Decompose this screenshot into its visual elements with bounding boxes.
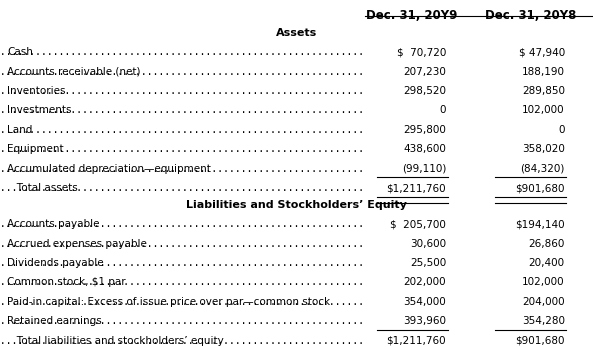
Text: $  205,700: $ 205,700 (390, 219, 446, 229)
Text: Accounts payable: Accounts payable (7, 219, 100, 229)
Text: 438,600: 438,600 (403, 144, 446, 154)
Text: $ 47,940: $ 47,940 (519, 47, 565, 57)
Text: ................................................................................: ........................................… (0, 105, 365, 116)
Text: ................................................................................: ........................................… (0, 316, 365, 326)
Text: 26,860: 26,860 (528, 239, 565, 248)
Text: ................................................................................: ........................................… (0, 297, 365, 307)
Text: ................................................................................: ........................................… (0, 67, 365, 77)
Text: 298,520: 298,520 (403, 86, 446, 96)
Text: Paid-in capital: Excess of issue price over par—common stock: Paid-in capital: Excess of issue price o… (7, 297, 330, 307)
Text: ................................................................................: ........................................… (0, 278, 365, 287)
Text: Assets: Assets (276, 28, 317, 38)
Text: 25,500: 25,500 (410, 258, 446, 268)
Text: Equipment: Equipment (7, 144, 63, 154)
Text: 393,960: 393,960 (403, 316, 446, 326)
Text: Liabilities and Stockholders’ Equity: Liabilities and Stockholders’ Equity (186, 200, 407, 210)
Text: ................................................................................: ........................................… (0, 86, 365, 96)
Text: 295,800: 295,800 (403, 125, 446, 135)
Text: Total liabilities and stockholders’ equity: Total liabilities and stockholders’ equi… (7, 336, 224, 346)
Text: (84,320): (84,320) (521, 164, 565, 174)
Text: Investments: Investments (7, 105, 72, 116)
Text: 188,190: 188,190 (522, 67, 565, 77)
Text: 0: 0 (559, 125, 565, 135)
Text: $  70,720: $ 70,720 (397, 47, 446, 57)
Text: $1,211,760: $1,211,760 (387, 183, 446, 193)
Text: Retained earnings: Retained earnings (7, 316, 102, 326)
Text: 102,000: 102,000 (522, 278, 565, 287)
Text: (99,110): (99,110) (402, 164, 446, 174)
Text: 289,850: 289,850 (522, 86, 565, 96)
Text: ................................................................................: ........................................… (0, 125, 365, 135)
Text: ................................................................................: ........................................… (0, 258, 365, 268)
Text: ................................................................................: ........................................… (0, 144, 365, 154)
Text: ................................................................................: ........................................… (0, 219, 365, 229)
Text: ................................................................................: ........................................… (0, 183, 365, 193)
Text: 207,230: 207,230 (403, 67, 446, 77)
Text: 358,020: 358,020 (522, 144, 565, 154)
Text: ................................................................................: ........................................… (0, 47, 365, 57)
Text: Dividends payable: Dividends payable (7, 258, 104, 268)
Text: Cash: Cash (7, 47, 33, 57)
Text: Total assets: Total assets (7, 183, 78, 193)
Text: 204,000: 204,000 (522, 297, 565, 307)
Text: $1,211,760: $1,211,760 (387, 336, 446, 346)
Text: $901,680: $901,680 (515, 336, 565, 346)
Text: ................................................................................: ........................................… (0, 336, 365, 346)
Text: Accumulated depreciation—equipment: Accumulated depreciation—equipment (7, 164, 211, 174)
Text: Land: Land (7, 125, 33, 135)
Text: 354,000: 354,000 (403, 297, 446, 307)
Text: Dec. 31, 20Y8: Dec. 31, 20Y8 (485, 9, 576, 22)
Text: 354,280: 354,280 (522, 316, 565, 326)
Text: $194,140: $194,140 (515, 219, 565, 229)
Text: Dec. 31, 20Y9: Dec. 31, 20Y9 (366, 9, 458, 22)
Text: 0: 0 (440, 105, 446, 116)
Text: 202,000: 202,000 (404, 278, 446, 287)
Text: ................................................................................: ........................................… (0, 164, 365, 174)
Text: ................................................................................: ........................................… (0, 239, 365, 248)
Text: $901,680: $901,680 (515, 183, 565, 193)
Text: 102,000: 102,000 (522, 105, 565, 116)
Text: Inventories: Inventories (7, 86, 66, 96)
Text: Accounts receivable (net): Accounts receivable (net) (7, 67, 141, 77)
Text: Common stock, $1 par: Common stock, $1 par (7, 278, 126, 287)
Text: 30,600: 30,600 (410, 239, 446, 248)
Text: Accrued expenses payable: Accrued expenses payable (7, 239, 147, 248)
Text: 20,400: 20,400 (529, 258, 565, 268)
